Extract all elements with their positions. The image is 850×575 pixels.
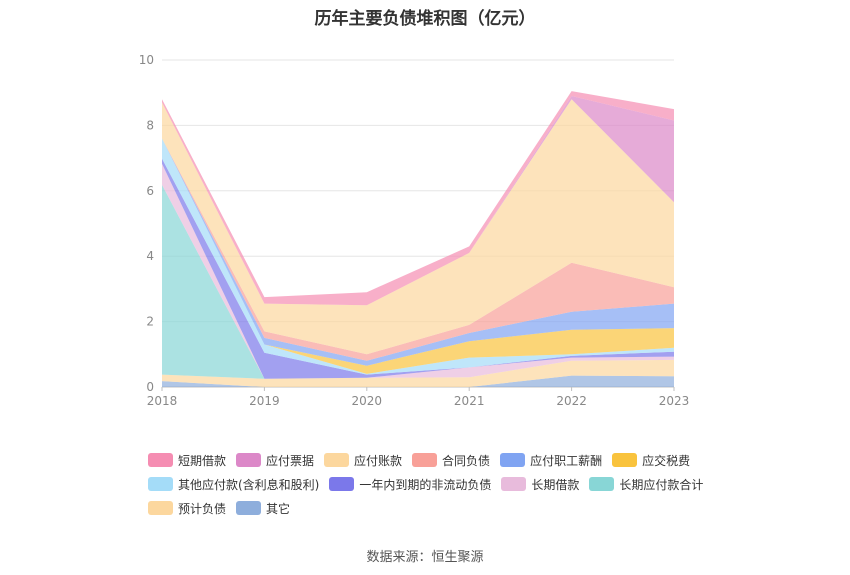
legend-label: 长期借款 [531,477,580,492]
area-series [162,138,674,361]
legend-swatch [148,453,173,467]
legend-swatch [324,453,350,467]
legend-label: 预计负债 [178,501,227,516]
legend-row: 其他应付款(含利息和股利) 一年内到期的非流动负债 长期借款 长期应付款合计 [148,472,748,496]
y-tick-label: 10 [139,53,154,67]
legend-swatch [412,453,438,467]
legend-label: 应交税费 [642,453,691,468]
area-series [162,138,674,374]
legend-label: 长期应付款合计 [619,477,704,492]
legend-swatch [501,477,527,491]
legend-item[interactable]: 一年内到期的非流动负债 [329,476,491,493]
legend-swatch [500,453,526,467]
legend-label: 短期借款 [178,453,227,468]
chart-legend: 短期借款 应付票据 应付账款 合同负债 应付职工薪酬 应交税费其他应付款(含利息和股利) 一… [148,448,748,520]
legend-item[interactable]: 长期借款 [501,476,579,493]
legend-item[interactable]: 预计负债 [148,500,226,517]
legend-swatch [236,453,262,467]
x-tick-label: 2021 [454,394,485,408]
x-tick-label: 2019 [249,394,280,408]
legend-label: 应付账款 [354,453,403,468]
legend-item[interactable]: 长期应付款合计 [589,476,703,493]
x-tick-label: 2022 [556,394,587,408]
area-series [162,96,674,306]
legend-label: 其它 [266,501,291,516]
legend-label: 合同负债 [442,453,491,468]
y-tick-label: 6 [146,184,154,198]
area-series [162,158,674,379]
legend-label: 应付票据 [266,453,315,468]
legend-swatch [148,501,173,515]
legend-item[interactable]: 其它 [236,500,290,517]
legend-row: 预计负债 其它 [148,496,748,520]
y-tick-label: 2 [146,315,154,329]
area-series [162,99,674,355]
legend-item[interactable]: 短期借款 [148,452,226,469]
area-series [162,375,674,387]
legend-label: 一年内到期的非流动负债 [359,477,492,492]
legend-label: 其他应付款(含利息和股利) [178,477,320,492]
legend-swatch [589,477,615,491]
legend-item[interactable]: 应付账款 [324,452,402,469]
legend-row: 短期借款 应付票据 应付账款 合同负债 应付职工薪酬 应交税费 [148,448,748,472]
y-tick-label: 8 [146,118,154,132]
legend-swatch [148,477,173,491]
x-tick-label: 2020 [352,394,383,408]
x-tick-label: 2023 [659,394,690,408]
legend-swatch [612,453,638,467]
area-series [162,184,674,379]
legend-item[interactable]: 其他应付款(含利息和股利) [148,476,319,493]
legend-swatch [236,501,262,515]
x-tick-label: 2018 [147,394,178,408]
area-series [162,163,674,379]
legend-item[interactable]: 应付职工薪酬 [500,452,602,469]
legend-item[interactable]: 应交税费 [612,452,690,469]
chart-title: 历年主要负债堆积图（亿元） [314,9,536,29]
legend-label: 应付职工薪酬 [530,453,603,468]
y-tick-label: 0 [146,380,154,394]
legend-item[interactable]: 应付票据 [236,452,314,469]
legend-swatch [329,477,355,491]
legend-item[interactable]: 合同负债 [412,452,490,469]
y-tick-label: 4 [146,249,154,263]
area-series [162,359,674,387]
data-source-note: 数据来源：恒生聚源 [366,550,484,565]
